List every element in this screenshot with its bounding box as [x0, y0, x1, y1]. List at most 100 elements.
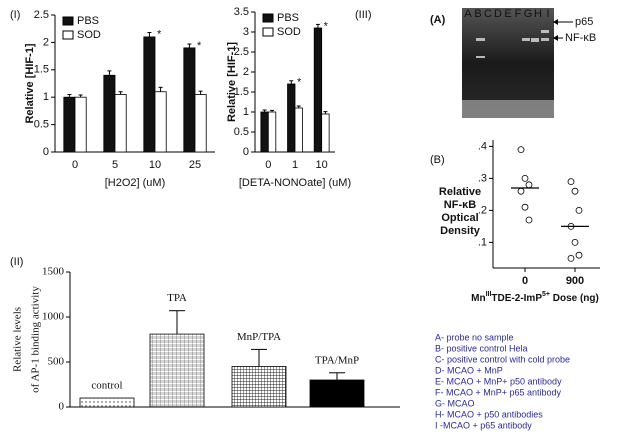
data-point — [567, 178, 575, 186]
bar — [294, 107, 303, 153]
data-point — [571, 238, 579, 246]
y-axis-label: Optical — [441, 212, 478, 224]
bar — [74, 96, 87, 153]
x-tick-label: 900 — [566, 275, 584, 287]
bar — [183, 47, 196, 153]
y-tick-label: 0.5 — [234, 126, 249, 138]
legend-label: PBS — [77, 15, 99, 27]
bar-label: control — [91, 380, 122, 392]
bar — [260, 111, 269, 153]
x-tick-label: 0 — [522, 275, 528, 287]
bar — [309, 379, 365, 408]
x-axis-label: [DETA-NONOate] (uM) — [239, 177, 351, 189]
gel-band — [476, 56, 485, 58]
y-tick-label: 3.5 — [234, 6, 249, 18]
y-tick-label: .4 — [478, 140, 487, 152]
y-tick-label: 3 — [243, 26, 249, 38]
y-tick-label: 0 — [243, 146, 249, 158]
bar — [321, 113, 330, 153]
significance: * — [197, 40, 202, 52]
band-marker: p65 — [575, 16, 593, 28]
data-point — [567, 254, 575, 262]
significance: * — [157, 28, 162, 40]
bar — [79, 397, 135, 408]
key-entry: G- MCAO — [435, 398, 475, 408]
bar-label: TPA — [167, 292, 187, 304]
y-tick-label: 2 — [43, 36, 49, 48]
data-point — [571, 187, 579, 195]
y-tick-label: 1500 — [42, 266, 65, 278]
y-tick-label: 0 — [43, 146, 49, 158]
panel-label: (I) — [10, 9, 20, 21]
x-tick-label: 0 — [265, 159, 271, 171]
y-tick-label: 2.5 — [234, 46, 249, 58]
y-tick-label: 1 — [243, 106, 249, 118]
y-axis-label: Density — [440, 225, 481, 237]
y-axis-label: Relative [HIF-1] — [24, 43, 36, 123]
y-tick-label: 1 — [43, 91, 49, 103]
gel-image — [462, 8, 554, 118]
key-entry: A- probe no sample — [435, 332, 514, 342]
lane-label: A — [464, 8, 472, 20]
panel-label: (A) — [430, 14, 446, 26]
y-axis-label: Relative — [439, 186, 481, 198]
panel-label: (III) — [355, 9, 372, 21]
data-point — [575, 206, 583, 214]
bar — [287, 83, 296, 153]
panel-label: (II) — [10, 256, 23, 268]
key-entry: I -MCAO + p65 antibody — [435, 420, 532, 430]
legend-swatch — [262, 27, 274, 37]
bar — [143, 36, 156, 153]
y-axis-label: Relative levels — [12, 307, 24, 372]
data-point — [525, 216, 533, 224]
x-axis-label: MnIIITDE-2-ImP5+ Dose (ng) — [471, 291, 599, 304]
y-tick-label: 0.5 — [34, 119, 49, 131]
key-entry: E- MCAO + MnP+ p50 antibody — [435, 376, 562, 386]
x-axis-label: [H2O2] (uM) — [105, 177, 166, 189]
data-point — [525, 181, 533, 189]
bar — [114, 94, 127, 153]
key-entry: H- MCAO + p50 antibodies — [435, 409, 543, 419]
arrow-head — [553, 19, 558, 25]
x-axis-label-part: Dose (ng) — [550, 293, 599, 304]
x-tick-label: 10 — [316, 159, 328, 171]
data-point — [521, 174, 529, 182]
bar — [194, 94, 207, 153]
y-tick-label: 2.5 — [34, 9, 49, 21]
y-axis-label: of AP-1 binding activity — [30, 286, 42, 393]
bar — [231, 366, 287, 408]
legend-label: SOD — [277, 26, 301, 38]
data-point — [517, 187, 525, 195]
legend-swatch — [62, 30, 74, 40]
legend-swatch — [62, 16, 74, 26]
gel-band — [476, 38, 485, 41]
y-tick-label: 2 — [243, 66, 249, 78]
lane-label: I — [546, 8, 549, 20]
x-tick-label: 25 — [189, 159, 201, 171]
y-tick-label: 500 — [48, 356, 65, 368]
y-tick-label: .1 — [478, 236, 487, 248]
legend-label: PBS — [277, 12, 299, 24]
key-entry: D- MCAO + MnP — [435, 365, 503, 375]
arrow-head — [553, 35, 558, 41]
y-tick-label: .3 — [478, 172, 487, 184]
y-tick-label: 1000 — [42, 311, 65, 323]
band-marker: NF-κB — [565, 32, 596, 44]
bar — [154, 91, 167, 153]
x-axis-label-part: Mn — [471, 293, 485, 304]
data-point — [575, 251, 583, 259]
x-tick-label: 1 — [292, 159, 298, 171]
x-tick-label: 0 — [72, 159, 78, 171]
y-axis-label: Relative [HIF-1] — [226, 42, 238, 122]
key-entry: F- MCAO + MnP+ p65 antibody — [435, 387, 562, 397]
x-axis-label-part: III — [486, 291, 492, 298]
bar — [149, 333, 205, 408]
lane-label: F — [515, 8, 522, 20]
lane-label: D — [494, 8, 502, 20]
x-axis-label-part: 5+ — [542, 291, 550, 298]
data-point — [521, 203, 529, 211]
gel-band — [531, 38, 539, 42]
y-tick-label: 1.5 — [34, 64, 49, 76]
significance: * — [297, 77, 302, 89]
